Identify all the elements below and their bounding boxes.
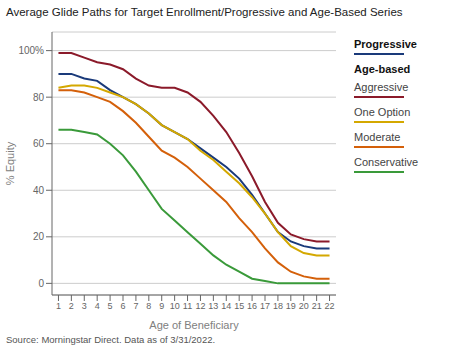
svg-text:3: 3 [82, 301, 87, 311]
html-text:Age-based: Age-based [354, 63, 411, 75]
svg-text:80: 80 [33, 92, 45, 103]
svg-text:6: 6 [120, 301, 125, 311]
svg-text:12: 12 [195, 301, 205, 311]
html-text:One Option: One Option [354, 106, 411, 118]
svg-text:14: 14 [221, 301, 231, 311]
svg-text:17: 17 [260, 301, 270, 311]
svg-text:20: 20 [299, 301, 309, 311]
svg-text:5: 5 [108, 301, 113, 311]
svg-text:10: 10 [170, 301, 180, 311]
svg-text:13: 13 [208, 301, 218, 311]
svg-text:18: 18 [273, 301, 283, 311]
svg-text:19: 19 [286, 301, 296, 311]
html-text:Source: Morningstar Direct. Da: Source: Morningstar Direct. Data as of 3… [6, 334, 216, 345]
svg-text:% Equity: % Equity [8, 141, 16, 185]
svg-text:40: 40 [33, 185, 45, 196]
svg-text:0: 0 [38, 278, 44, 289]
svg-text:22: 22 [325, 301, 335, 311]
html-text:Progressive: Progressive [354, 38, 417, 50]
svg-text:16: 16 [247, 301, 257, 311]
svg-text:7: 7 [133, 301, 138, 311]
html-text:Average Glide Paths for Target: Average Glide Paths for Target Enrollmen… [6, 6, 403, 18]
svg-text:8: 8 [146, 301, 151, 311]
html-text:Moderate: Moderate [354, 131, 401, 143]
svg-text:4: 4 [95, 301, 100, 311]
html-text:Conservative: Conservative [354, 156, 419, 168]
svg-text:100%: 100% [18, 45, 44, 56]
svg-text:60: 60 [33, 138, 45, 149]
html-text:Aggressive: Aggressive [354, 81, 409, 93]
svg-text:1: 1 [56, 301, 61, 311]
svg-text:21: 21 [312, 301, 322, 311]
svg-text:9: 9 [159, 301, 164, 311]
svg-text:2: 2 [69, 301, 74, 311]
svg-text:11: 11 [183, 301, 192, 311]
svg-text:20: 20 [33, 231, 45, 242]
svg-text:Age of Beneficiary: Age of Beneficiary [149, 319, 239, 331]
svg-text:15: 15 [234, 301, 244, 311]
